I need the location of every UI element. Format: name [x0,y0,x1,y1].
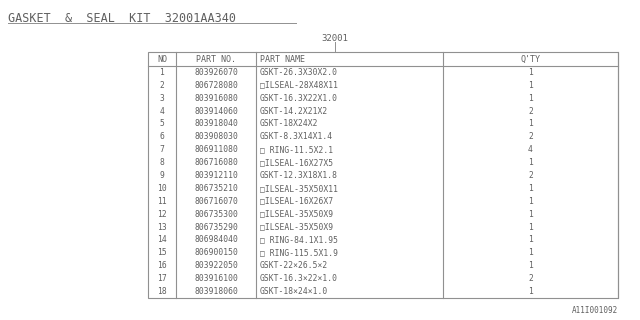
Text: 2: 2 [159,81,164,90]
Text: 5: 5 [159,119,164,129]
Text: 15: 15 [157,248,167,257]
Text: □ILSEAL-35X50X11: □ILSEAL-35X50X11 [260,184,338,193]
Text: 7: 7 [159,145,164,154]
Text: A11I001092: A11I001092 [572,306,618,315]
Bar [148,52,618,298]
Text: □ RING-115.5X1.9: □ RING-115.5X1.9 [260,248,338,257]
Text: 1: 1 [528,287,533,296]
Text: NO: NO [157,54,167,63]
Text: 806716080: 806716080 [194,158,238,167]
Text: 2: 2 [528,132,533,141]
Text: 803926070: 803926070 [194,68,238,77]
Text: 1: 1 [528,223,533,232]
Text: 2: 2 [528,107,533,116]
Text: 1: 1 [528,197,533,206]
Text: 14: 14 [157,236,167,244]
Text: 803918040: 803918040 [194,119,238,129]
Text: 803908030: 803908030 [194,132,238,141]
Text: 803918060: 803918060 [194,287,238,296]
Text: 1: 1 [528,158,533,167]
Text: 1: 1 [528,248,533,257]
Text: □ILSEAL-28X48X11: □ILSEAL-28X48X11 [260,81,338,90]
Text: GSKT-22×26.5×2: GSKT-22×26.5×2 [260,261,328,270]
Text: PART NO.: PART NO. [196,54,236,63]
Text: 10: 10 [157,184,167,193]
Text: 1: 1 [528,94,533,103]
Text: GSKT-16.3×22×1.0: GSKT-16.3×22×1.0 [260,274,338,283]
Text: □ RING-84.1X1.95: □ RING-84.1X1.95 [260,236,338,244]
Text: 13: 13 [157,223,167,232]
Text: 3: 3 [159,94,164,103]
Text: GSKT-18X24X2: GSKT-18X24X2 [260,119,319,129]
Text: 803914060: 803914060 [194,107,238,116]
Text: Q'TY: Q'TY [520,54,541,63]
Text: 1: 1 [528,261,533,270]
Text: 1: 1 [528,184,533,193]
Text: 32001: 32001 [321,34,348,43]
Text: 17: 17 [157,274,167,283]
Text: □ILSEAL-16X26X7: □ILSEAL-16X26X7 [260,197,333,206]
Text: 18: 18 [157,287,167,296]
Text: □ RING-11.5X2.1: □ RING-11.5X2.1 [260,145,333,154]
Text: 11: 11 [157,197,167,206]
Text: 806900150: 806900150 [194,248,238,257]
Text: 806735300: 806735300 [194,210,238,219]
Text: 806728080: 806728080 [194,81,238,90]
Text: 803922050: 803922050 [194,261,238,270]
Text: 806735210: 806735210 [194,184,238,193]
Text: 803916080: 803916080 [194,94,238,103]
Text: GSKT-8.3X14X1.4: GSKT-8.3X14X1.4 [260,132,333,141]
Text: 1: 1 [528,68,533,77]
Text: 6: 6 [159,132,164,141]
Text: PART NAME: PART NAME [260,54,305,63]
Text: 4: 4 [528,145,533,154]
Text: 806716070: 806716070 [194,197,238,206]
Text: 12: 12 [157,210,167,219]
Text: 8: 8 [159,158,164,167]
Text: 2: 2 [528,171,533,180]
Text: 1: 1 [528,81,533,90]
Text: □ILSEAL-16X27X5: □ILSEAL-16X27X5 [260,158,333,167]
Text: GSKT-18×24×1.0: GSKT-18×24×1.0 [260,287,328,296]
Text: 806735290: 806735290 [194,223,238,232]
Text: 1: 1 [528,210,533,219]
Text: 806911080: 806911080 [194,145,238,154]
Text: GSKT-16.3X22X1.0: GSKT-16.3X22X1.0 [260,94,338,103]
Text: 806984040: 806984040 [194,236,238,244]
Text: 9: 9 [159,171,164,180]
Text: □ILSEAL-35X50X9: □ILSEAL-35X50X9 [260,210,333,219]
Text: GSKT-12.3X18X1.8: GSKT-12.3X18X1.8 [260,171,338,180]
Text: GASKET  &  SEAL  KIT  32001AA340: GASKET & SEAL KIT 32001AA340 [8,12,236,25]
Text: 2: 2 [528,274,533,283]
Text: 803912110: 803912110 [194,171,238,180]
Text: 1: 1 [528,119,533,129]
Text: 803916100: 803916100 [194,274,238,283]
Text: GSKT-26.3X30X2.0: GSKT-26.3X30X2.0 [260,68,338,77]
Text: 1: 1 [159,68,164,77]
Text: □ILSEAL-35X50X9: □ILSEAL-35X50X9 [260,223,333,232]
Text: 1: 1 [528,236,533,244]
Text: 4: 4 [159,107,164,116]
Text: GSKT-14.2X21X2: GSKT-14.2X21X2 [260,107,328,116]
Text: 16: 16 [157,261,167,270]
